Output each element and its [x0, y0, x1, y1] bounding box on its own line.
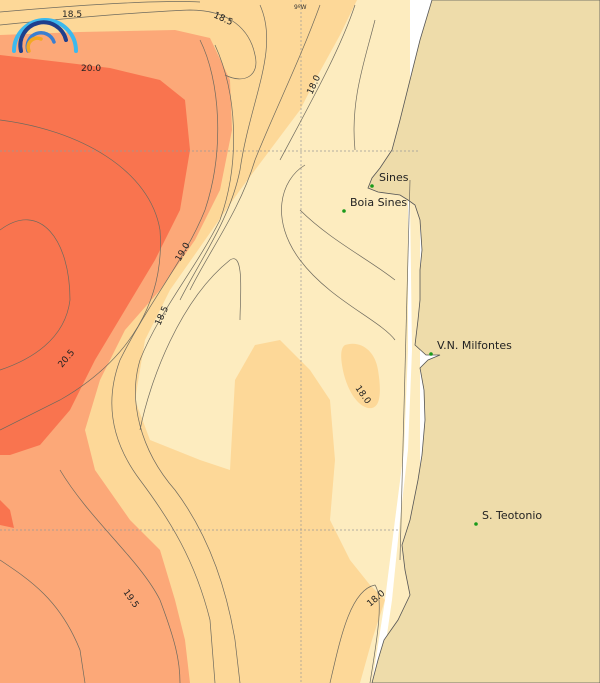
contour-label: 18.5 — [62, 10, 82, 20]
rainbow-arc-logo — [12, 18, 78, 53]
station-marker-boia-sines[interactable] — [342, 209, 346, 213]
place-label-boia-sines: Boia Sines — [350, 196, 407, 209]
land-area — [367, 0, 600, 683]
place-label-vn-milfontes: V.N. Milfontes — [437, 339, 512, 352]
place-label-s-teotonio: S. Teotonio — [482, 509, 542, 522]
sea-warmest-area — [0, 55, 190, 455]
station-marker-sines[interactable] — [370, 184, 374, 188]
contour-label: 20.0 — [81, 64, 101, 74]
sea-warmest-spot — [0, 500, 14, 528]
station-marker-vn-milfontes[interactable] — [429, 352, 433, 356]
station-marker-s-teotonio[interactable] — [474, 522, 478, 526]
place-label-sines: Sines — [379, 171, 409, 184]
places: Sines Boia Sines V.N. Milfontes S. Teoto… — [342, 171, 542, 526]
meridian-label: 9ºW — [294, 4, 307, 11]
sea-mid-blob — [341, 343, 380, 409]
